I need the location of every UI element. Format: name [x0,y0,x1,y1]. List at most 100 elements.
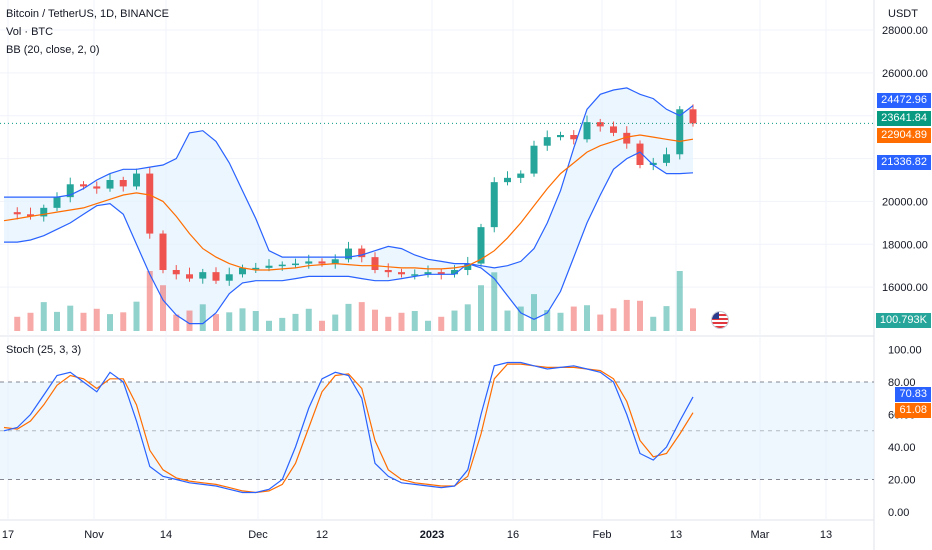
candle-body [292,263,299,266]
volume-bar [584,305,590,331]
currency-label: USDT [888,8,918,20]
candle-body [53,197,61,208]
volume-bar [597,314,604,331]
volume-bar [451,310,458,331]
time-tick-label: 13 [670,529,682,541]
candle-body [331,259,339,264]
volume-bar [464,304,471,331]
stoch-k-line [3,361,694,494]
candle-body [305,261,313,264]
price-tick-label: 20000.00 [882,196,928,208]
candle-body [623,132,631,144]
volume-bar [279,317,286,331]
bb-legend[interactable]: BB (20, close, 2, 0) [6,44,100,56]
candle-body [119,180,127,187]
candle-body [318,261,326,264]
stoch-tick-label: 20.00 [888,475,916,487]
volume-bar [411,311,418,331]
volume-bar [120,312,127,331]
volume-bar [650,316,657,331]
volume-bar [372,309,378,331]
candle-body [225,274,233,281]
volume-bar [332,314,339,331]
candle-body [146,173,154,234]
stochastic-lines [3,361,694,494]
volume-bar [504,310,511,331]
volume-bar [67,305,74,331]
candle-body [384,270,392,273]
candle-body [13,212,21,215]
candle-body [40,207,48,217]
time-tick-label: 2023 [420,529,444,541]
candle-body [504,177,511,183]
volume-bar [637,300,643,331]
stoch-d-tag: 61.08 [895,403,931,418]
volume-bar [358,302,365,331]
volume-bar [425,320,431,331]
candle-body [80,184,87,187]
volume-bar [160,285,166,331]
stoch-k-tag: 70.83 [895,387,931,402]
volume-tag: 100.793K [875,313,931,328]
candle-body [93,186,101,189]
bollinger-bands [3,87,694,325]
candle-body [543,137,551,146]
volume-bar [14,316,21,331]
symbol-title[interactable]: Bitcoin / TetherUS, 1D, BINANCE [6,8,170,20]
candle-body [199,272,207,279]
volume-bar [239,308,246,331]
us-flag-icon[interactable] [711,311,729,329]
candle-body [252,267,260,270]
volume-bar [319,320,325,331]
volume-bar [690,308,696,331]
stoch-legend[interactable]: Stoch (25, 3, 3) [6,344,82,356]
volume-bar [305,308,312,331]
volume-bar [213,314,219,331]
volume-bar [438,316,445,331]
volume-bar [93,308,100,331]
candle-body [411,274,419,276]
volume-bar [610,308,617,331]
candle-body [451,270,458,275]
time-tick-label: Feb [593,529,612,541]
stoch-tick-label: 40.00 [888,442,916,454]
candle-body [371,257,379,270]
time-tick-label: Mar [751,529,770,541]
volume-bar [531,294,537,331]
price-tick-label: 28000.00 [882,25,928,37]
volume-bar [570,306,577,331]
candle-body [437,272,445,275]
volume-bar [40,302,47,331]
volume-bar [385,316,392,331]
bollinger-band-fill [4,87,693,324]
stoch-tick-label: 100.00 [888,345,922,357]
volume-legend[interactable]: Vol · BTC [6,26,54,38]
time-tick-label: Dec [248,529,268,541]
price-tick-label: 26000.00 [882,68,928,80]
candle-body [398,272,405,275]
candles [13,104,697,286]
volume-bar [544,310,551,331]
candle-body [106,180,114,189]
candle-body [663,154,670,163]
candle-body [159,233,167,270]
candle-body [345,248,352,260]
candle-body [265,265,273,268]
candle-body [464,263,472,270]
candle-body [186,274,193,279]
candle-body [358,248,366,258]
volume-bar [491,272,498,331]
time-tick-label: Nov [84,529,104,541]
candle-body [689,109,697,124]
candle-body [649,162,657,165]
band-area [4,87,693,324]
candle-body [636,143,644,165]
volume-bar [676,271,683,331]
price-tick-label: 18000.00 [882,239,928,251]
candle-body [490,182,498,228]
time-tick-label: 17 [2,529,14,541]
bb-basis-line [3,134,694,271]
volume-bar [398,312,405,331]
candle-body [239,267,246,275]
candle-body [133,173,140,187]
